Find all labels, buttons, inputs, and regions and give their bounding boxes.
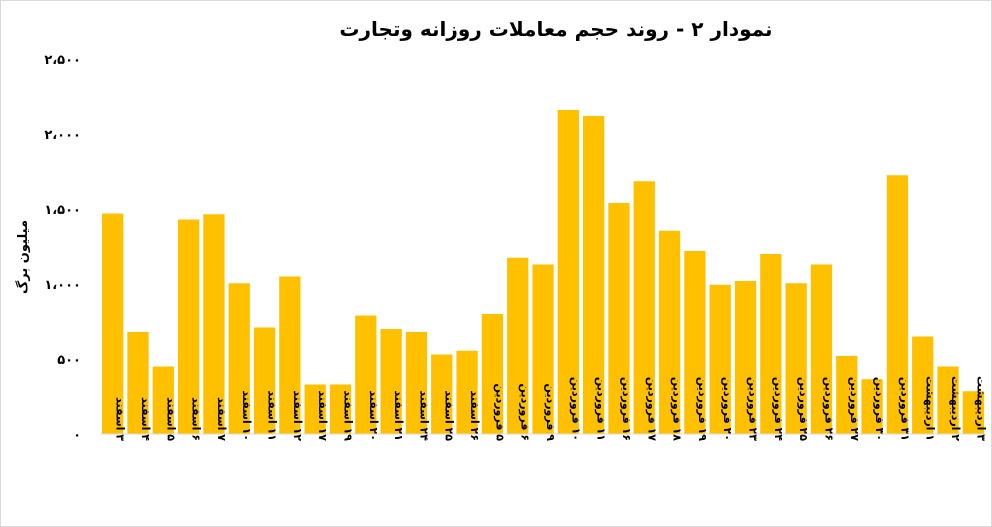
- x-tick-label: ۲۳ فروردین: [747, 377, 760, 441]
- x-tick-label: ۲۵ فروردین: [797, 377, 810, 441]
- x-tick-label: ۳ اردیبهشت: [974, 376, 987, 441]
- bar: [734, 281, 757, 434]
- x-tick-label: ۶ اسفند: [190, 397, 203, 441]
- bar: [456, 350, 478, 434]
- bar: [937, 366, 959, 434]
- bar: [102, 213, 124, 434]
- bars: [102, 110, 984, 434]
- bar: [684, 251, 706, 434]
- y-tick-label: ۱،۰۰۰: [44, 278, 81, 293]
- x-tick-label: ۵ فروردین: [493, 384, 506, 442]
- bar: [557, 110, 579, 434]
- x-tick-label: ۲۱ اسفند: [392, 390, 405, 441]
- bar: [405, 332, 428, 434]
- x-tick-label: ۱۱ فروردین: [595, 377, 608, 441]
- bar: [810, 264, 833, 434]
- y-tick-label: ۰: [73, 428, 81, 443]
- y-tick-label: ۵۰۰: [57, 353, 81, 368]
- bar: [886, 175, 909, 434]
- bar: [532, 264, 554, 434]
- bar: [431, 354, 453, 434]
- bar: [861, 379, 883, 434]
- x-tick-label: ۱۷ اسفند: [316, 390, 329, 441]
- bar: [709, 284, 731, 434]
- x-tick-label: ۱۰ فروردین: [569, 377, 582, 441]
- x-tick-label: ۲۰ فروردین: [721, 377, 734, 441]
- y-tick-label: ۱،۵۰۰: [44, 203, 81, 218]
- bar: [304, 384, 326, 434]
- x-tick-label: ۱ اردیبهشت: [924, 376, 937, 441]
- bar: [582, 116, 605, 434]
- bar: [127, 332, 149, 434]
- x-tick-label: ۲۰ اسفند: [367, 390, 380, 441]
- bar: [329, 384, 352, 434]
- x-tick-label: ۱۷ فروردین: [645, 377, 658, 441]
- x-tick-label: ۲۵ اسفند: [443, 390, 456, 441]
- bar: [658, 230, 681, 434]
- y-tick-label: ۲،۰۰۰: [44, 128, 81, 143]
- bar: [633, 181, 655, 434]
- x-tick-label: ۱۹ فروردین: [696, 377, 709, 441]
- bar: [152, 366, 174, 434]
- x-tick-label: ۹ فروردین: [544, 384, 557, 442]
- y-tick-label: ۲،۵۰۰: [44, 53, 81, 68]
- bar: [836, 356, 858, 434]
- bar: [507, 257, 529, 434]
- x-tick-label: ۲۴ فروردین: [772, 377, 785, 441]
- x-tick-label: ۱۶ فروردین: [620, 377, 633, 441]
- bar: [481, 314, 504, 434]
- x-tick-label: ۷ اسفند: [215, 397, 228, 441]
- x-tick-label: ۲۶ فروردین: [822, 377, 835, 441]
- x-tick-label: ۲۶ اسفند: [468, 390, 481, 441]
- x-tick-label: ۲۷ فروردین: [848, 377, 861, 441]
- x-tick-label: ۵ اسفند: [164, 397, 177, 441]
- x-tick-label: ۶ فروردین: [519, 384, 532, 441]
- x-tick-label: ۱۰ اسفند: [240, 390, 253, 441]
- x-tick-label: ۳۱ فروردین: [898, 377, 911, 441]
- x-tick-label: ۴ اسفند: [139, 397, 152, 441]
- x-tick-label: ۲۴ اسفند: [417, 390, 430, 441]
- bar: [608, 203, 630, 434]
- bar: [760, 254, 782, 434]
- x-tick-label: ۳ اسفند: [114, 397, 127, 441]
- x-tick-label: ۲ اردیبهشت: [949, 376, 962, 441]
- bar: [177, 219, 200, 434]
- bar: [785, 283, 807, 434]
- chart-title: نمودار ۲ - روند حجم معاملات روزانه وتجار…: [339, 17, 772, 41]
- bar: [253, 327, 276, 434]
- bar: [203, 214, 225, 434]
- bar: [279, 276, 301, 434]
- bar: [380, 329, 402, 434]
- x-axis-ticks: ۳ اسفند ۴ اسفند ۵ اسفند ۶ اسفند ۷ اسفند ۱۰ اس…: [114, 376, 988, 441]
- y-axis-ticks: ۰ ۵۰۰ ۱،۰۰۰ ۱،۵۰۰ ۲،۰۰۰ ۲،۵۰۰: [44, 53, 81, 443]
- x-tick-label: ۳۰ فروردین: [873, 377, 886, 441]
- bar: [228, 283, 250, 434]
- bar: [912, 336, 934, 434]
- bar: [962, 391, 984, 434]
- x-tick-label: ۱۱ اسفند: [266, 390, 279, 441]
- x-tick-label: ۱۸ فروردین: [671, 377, 684, 441]
- bar: [355, 315, 377, 434]
- x-tick-label: ۱۲ اسفند: [291, 390, 304, 441]
- y-axis-label: میلیون برگ: [14, 220, 31, 294]
- x-tick-label: ۱۹ اسفند: [341, 390, 354, 441]
